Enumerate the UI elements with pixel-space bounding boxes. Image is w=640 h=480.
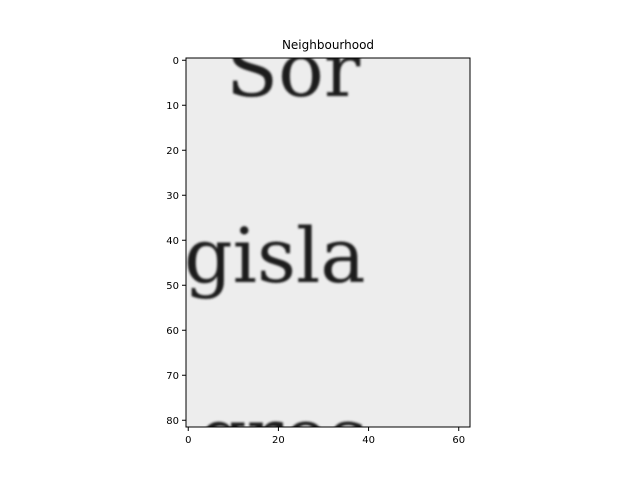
- y-axis: 0 10 20 30 40 50 60 70 80: [166, 56, 186, 427]
- y-tick-label: 80: [166, 416, 179, 427]
- x-tick-label: 0: [185, 435, 191, 446]
- y-tick-label: 40: [166, 236, 179, 247]
- image-area: Sor gisla gros: [184, 25, 470, 480]
- y-tick-label: 10: [166, 101, 179, 112]
- x-tick-label: 60: [452, 435, 465, 446]
- image-background: [186, 58, 470, 427]
- x-axis: 0 20 40 60: [185, 427, 465, 446]
- y-tick-label: 0: [173, 56, 179, 67]
- x-tick-label: 40: [362, 435, 375, 446]
- y-tick-label: 60: [166, 326, 179, 337]
- y-tick-label: 20: [166, 146, 179, 157]
- axes-frame: [185, 57, 471, 428]
- chart-title: Neighbourhood: [282, 38, 374, 52]
- top-text-fragment: Sor: [226, 25, 361, 114]
- y-tick-label: 70: [166, 371, 179, 382]
- middle-word: gisla: [184, 211, 366, 300]
- y-tick-label: 30: [166, 191, 179, 202]
- bottom-text-fragment: gros: [198, 391, 368, 480]
- y-tick-label: 50: [166, 281, 179, 292]
- x-tick-label: 20: [272, 435, 285, 446]
